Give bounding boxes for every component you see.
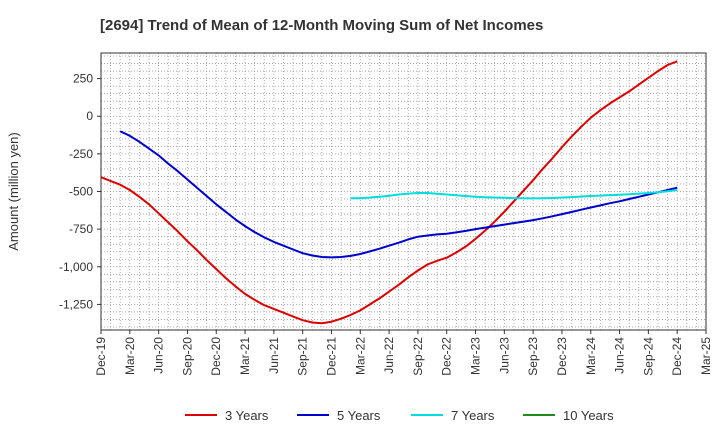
x-tick-label: Dec-23 — [555, 337, 569, 376]
x-tick-label: Dec-22 — [440, 337, 454, 376]
x-tick-label: Sep-22 — [411, 337, 425, 376]
x-tick-label: Mar-25 — [699, 337, 713, 375]
x-tick-label: Sep-24 — [641, 337, 655, 376]
x-tick-label: Jun-23 — [497, 337, 511, 374]
x-tick-label: Mar-21 — [238, 337, 252, 375]
y-axis-label: Amount (million yen) — [6, 132, 21, 251]
x-tick-label: Mar-20 — [123, 337, 137, 375]
y-tick-label: -500 — [69, 185, 93, 199]
x-tick-label: Dec-20 — [209, 337, 223, 376]
x-tick-label: Jun-24 — [613, 337, 627, 374]
y-tick-label: -1,250 — [59, 297, 93, 311]
x-tick-label: Dec-19 — [94, 337, 108, 376]
x-tick-label: Sep-23 — [526, 337, 540, 376]
x-tick-label: Mar-23 — [469, 337, 483, 375]
y-tick-label: -250 — [69, 147, 93, 161]
legend-label: 5 Years — [337, 408, 381, 423]
y-tick-label: -750 — [69, 222, 93, 236]
series-lines — [100, 60, 678, 325]
chart-title: [2694] Trend of Mean of 12-Month Moving … — [100, 17, 543, 34]
y-tick-label: -1,000 — [59, 260, 93, 274]
x-tick-label: Dec-24 — [670, 337, 684, 376]
y-tick-label: 0 — [86, 109, 93, 123]
x-tick-label: Jun-20 — [152, 337, 166, 374]
x-tick-label: Mar-24 — [584, 337, 598, 375]
x-tick-label: Jun-21 — [267, 337, 281, 374]
legend-label: 7 Years — [451, 408, 495, 423]
legend-label: 3 Years — [225, 408, 269, 423]
grid — [101, 53, 706, 330]
x-tick-label: Mar-22 — [353, 337, 367, 375]
series-line-3-years — [100, 60, 678, 325]
x-tick-label: Dec-21 — [324, 337, 338, 376]
y-tick-label: 250 — [73, 72, 93, 86]
y-axis-ticks: 250 0 -250 -500 -750 -1,000 -1,250 — [59, 72, 101, 311]
series-line-5-years — [119, 130, 678, 259]
series-line-7-years — [350, 189, 678, 200]
x-tick-label: Jun-22 — [382, 337, 396, 374]
x-tick-label: Sep-20 — [180, 337, 194, 376]
x-tick-label: Sep-21 — [296, 337, 310, 376]
legend-label: 10 Years — [563, 408, 614, 423]
legend: 3 Years 5 Years 7 Years 10 Years — [185, 408, 614, 423]
x-axis-ticks: Dec-19 Mar-20 Jun-20 Sep-20 Dec-20 Mar-21 Jun-… — [94, 330, 713, 376]
